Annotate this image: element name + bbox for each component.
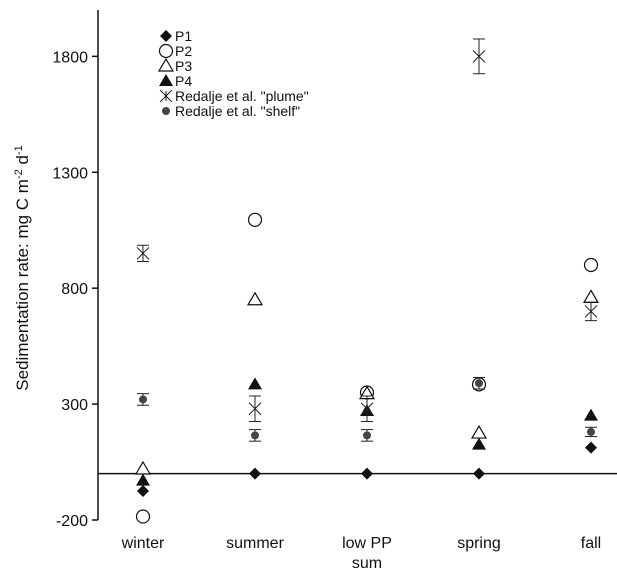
point-asterisk [472, 50, 486, 63]
point-asterisk [584, 305, 598, 318]
legend-label: P1 [175, 28, 192, 44]
legend-marker-asterisk [159, 89, 173, 103]
point-diamond-filled [473, 467, 485, 480]
x-tick-label: summer [226, 535, 284, 552]
legend-label: P2 [175, 43, 192, 59]
point-triangle-filled [472, 437, 486, 450]
legend-label: Redalje et al. "plume" [175, 88, 309, 104]
point-dot [475, 379, 483, 388]
point-asterisk [360, 402, 374, 416]
point-dot [251, 431, 259, 440]
data-points [134, 38, 600, 524]
legend-marker-circle-open [158, 43, 174, 59]
y-tick-label: 300 [61, 397, 88, 414]
point-diamond-filled [361, 467, 373, 480]
y-tick-label: 1300 [52, 165, 88, 182]
point-triangle-open [246, 291, 264, 306]
point-asterisk [136, 247, 150, 260]
point-triangle-filled [136, 473, 150, 486]
y-axis-label-exp1: -2 [13, 169, 25, 179]
x-tick-labels: winter summer low PP sum spring fall [121, 535, 602, 572]
point-dot [587, 427, 595, 436]
point-circle-open [135, 509, 151, 524]
legend-marker-dot [162, 107, 170, 115]
point-dot [139, 395, 147, 404]
y-axis-label-mid: d [13, 155, 32, 169]
point-asterisk [248, 402, 262, 416]
point-diamond-filled [585, 441, 597, 454]
point-diamond-filled [137, 485, 149, 498]
point-triangle-open [470, 424, 488, 439]
point-circle-open [583, 257, 599, 273]
y-axis-label-main: Sedimentation rate: mg C m [13, 179, 32, 391]
axes [97, 10, 617, 520]
x-tick-label: sum [352, 555, 382, 572]
point-triangle-filled [584, 408, 598, 421]
point-triangle-open [134, 460, 152, 475]
point-diamond-filled [249, 467, 261, 480]
point-triangle-filled [248, 377, 262, 390]
y-tick-label: -200 [56, 513, 88, 530]
point-circle-open [247, 212, 263, 227]
point-dot [363, 431, 371, 440]
y-axis-label: Sedimentation rate: mg C m-2 d-1 [13, 145, 32, 390]
x-tick-label: winter [121, 535, 165, 552]
legend-marker-diamond-filled [160, 30, 172, 42]
y-tick-label: 1800 [52, 49, 88, 66]
x-tick-label: fall [581, 535, 601, 552]
x-tick-label: spring [457, 535, 501, 552]
y-tick-label: 800 [61, 281, 88, 298]
point-triangle-open [582, 289, 600, 304]
legend-marker-triangle-open [157, 57, 175, 72]
legend-label: P4 [175, 73, 192, 89]
legend-label: Redalje et al. "shelf" [175, 103, 300, 119]
x-tick-label: low PP [342, 535, 392, 552]
legend-label: P3 [175, 58, 192, 74]
y-axis-label-exp2: -1 [13, 145, 25, 155]
legend-marker-triangle-filled [159, 74, 173, 86]
y-ticks: -200 300 800 1300 1800 [52, 49, 98, 530]
